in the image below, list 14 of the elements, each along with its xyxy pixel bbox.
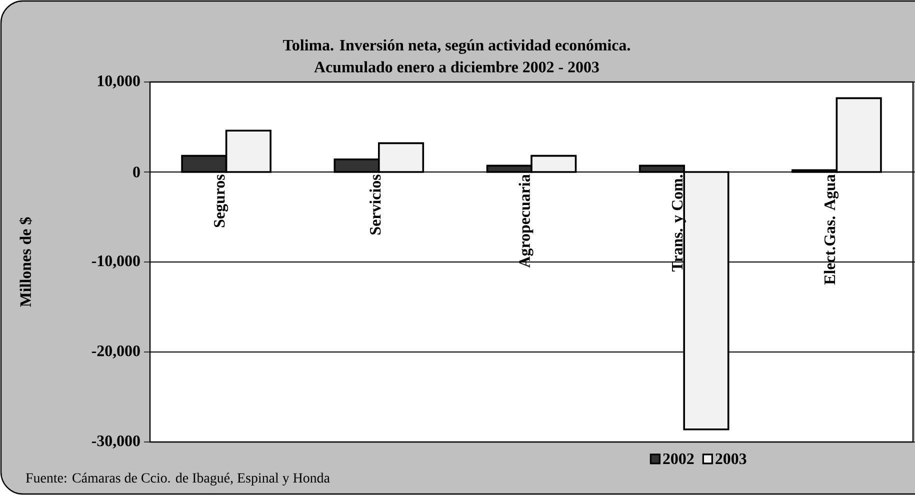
y-tick-label: -30,000 (92, 435, 140, 449)
legend-label: 2002 (663, 453, 694, 464)
y-tick-label: -10,000 (92, 255, 140, 269)
y-tick-label: -20,000 (92, 345, 140, 359)
source-note: Fuente: Cámaras de Ccio. de Ibagué, Espinal y Honda (26, 472, 330, 486)
y-axis-title: Millones de $ (19, 217, 32, 307)
chart-title: Tolima. Inversión neta, según actividad económica. Acumulado enero a diciembre 2002 - 2003 (283, 39, 630, 72)
x-tick-label: Elect.Gas. Agua (824, 174, 838, 285)
y-tick-label: 0 (133, 166, 140, 178)
legend-label: 2003 (716, 453, 746, 464)
x-tick-label: Agropecuaria (518, 174, 534, 268)
x-tick-label: Seguros (214, 174, 228, 228)
x-tick-label: Servicios (369, 174, 381, 234)
y-tick-label: 10,000 (98, 75, 140, 89)
